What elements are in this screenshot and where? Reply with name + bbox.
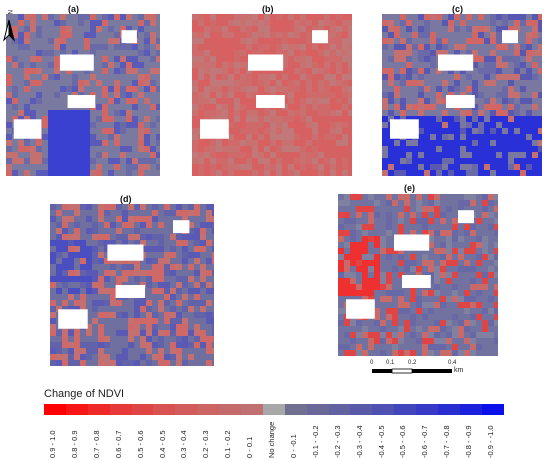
panel-label-e: (e) xyxy=(404,183,415,193)
scale-bar: 0 0.1 0.2 0.4 km xyxy=(368,360,468,382)
scale-label-2: 0.2 xyxy=(408,360,417,366)
legend-swatch xyxy=(438,404,460,415)
legend-swatch xyxy=(153,404,176,415)
legend-label: No change xyxy=(267,421,276,458)
legend-label: -0.5 - -0.6 xyxy=(398,425,408,458)
ndvi-change-map-b xyxy=(192,14,354,176)
legend-label: 0 - -0.1 xyxy=(288,434,298,458)
north-letter: N xyxy=(6,10,12,15)
legend-label: -0.1 - -0.2 xyxy=(310,425,320,458)
legend-label: -0.9 - -1.0 xyxy=(486,425,495,458)
legend-swatch xyxy=(306,404,329,415)
map-panel-c xyxy=(382,14,544,176)
legend-label: 0.2 - 0.3 xyxy=(201,430,211,458)
legend-color-bar xyxy=(44,404,504,415)
legend-label: 0.5 - 0.6 xyxy=(135,430,145,458)
north-arrow: N xyxy=(2,6,16,42)
legend-title: Change of NDVI xyxy=(44,388,125,400)
legend-swatch xyxy=(416,404,439,415)
panel-label-b: (b) xyxy=(262,4,274,14)
ndvi-change-map-e xyxy=(338,194,500,356)
legend-label: 0.1 - 0.2 xyxy=(223,430,233,458)
scale-label-1: 0.1 xyxy=(386,360,395,366)
legend-label: 0.9 - 1.0 xyxy=(48,430,57,458)
legend-swatch xyxy=(131,404,154,415)
scale-bar-graphic xyxy=(372,368,452,374)
legend-label: 0.8 - 0.9 xyxy=(69,430,79,458)
ndvi-change-map-d xyxy=(50,204,218,366)
legend-swatch xyxy=(197,404,220,415)
map-panel-e xyxy=(338,194,500,356)
map-panel-b xyxy=(192,14,354,176)
legend-swatch xyxy=(459,404,482,415)
legend-label: -0.7 - -0.8 xyxy=(442,425,452,458)
legend-label: 0.7 - 0.8 xyxy=(91,430,101,458)
legend-label: -0.3 - -0.4 xyxy=(354,425,364,458)
legend-swatch xyxy=(284,404,307,415)
scale-label-0: 0 xyxy=(370,360,374,366)
legend-swatch xyxy=(394,404,417,415)
ndvi-change-map-a xyxy=(6,14,162,176)
legend-swatch xyxy=(350,404,373,415)
legend-label: -0.4 - -0.5 xyxy=(376,425,386,458)
panel-label-a: (a) xyxy=(68,4,79,14)
ndvi-change-map-c xyxy=(382,14,544,176)
legend-label: -0.8 - -0.9 xyxy=(464,425,474,458)
legend-labels: 0.9 - 1.0 0.8 - 0.9 0.7 - 0.8 0.6 - 0.7 0.5 … xyxy=(44,418,504,460)
legend-label: -0.6 - -0.7 xyxy=(420,425,430,458)
map-panel-a xyxy=(6,14,162,176)
legend-swatch xyxy=(241,404,263,415)
legend-swatch xyxy=(87,404,110,415)
legend-swatch xyxy=(109,404,132,415)
scale-unit: km xyxy=(454,367,464,374)
legend-swatch xyxy=(44,404,66,415)
scale-label-3: 0.4 xyxy=(448,360,457,366)
legend-swatch xyxy=(175,404,198,415)
legend-swatch xyxy=(328,404,351,415)
panel-label-d: (d) xyxy=(120,194,132,204)
legend-label: 0.4 - 0.5 xyxy=(157,430,167,458)
legend-swatch xyxy=(65,404,88,415)
panel-label-c: (c) xyxy=(452,4,463,14)
legend-swatch xyxy=(481,404,504,415)
legend-swatch xyxy=(372,404,395,415)
north-arrow-icon xyxy=(3,19,15,42)
legend-swatch xyxy=(262,404,285,415)
legend-swatch xyxy=(219,404,242,415)
map-panel-d xyxy=(50,204,218,366)
legend-label: -0.2 - -0.3 xyxy=(332,425,342,458)
legend-label: 0 - 0.1 xyxy=(245,436,255,458)
legend-label: 0.3 - 0.4 xyxy=(179,430,189,458)
legend-label: 0.6 - 0.7 xyxy=(113,430,123,458)
